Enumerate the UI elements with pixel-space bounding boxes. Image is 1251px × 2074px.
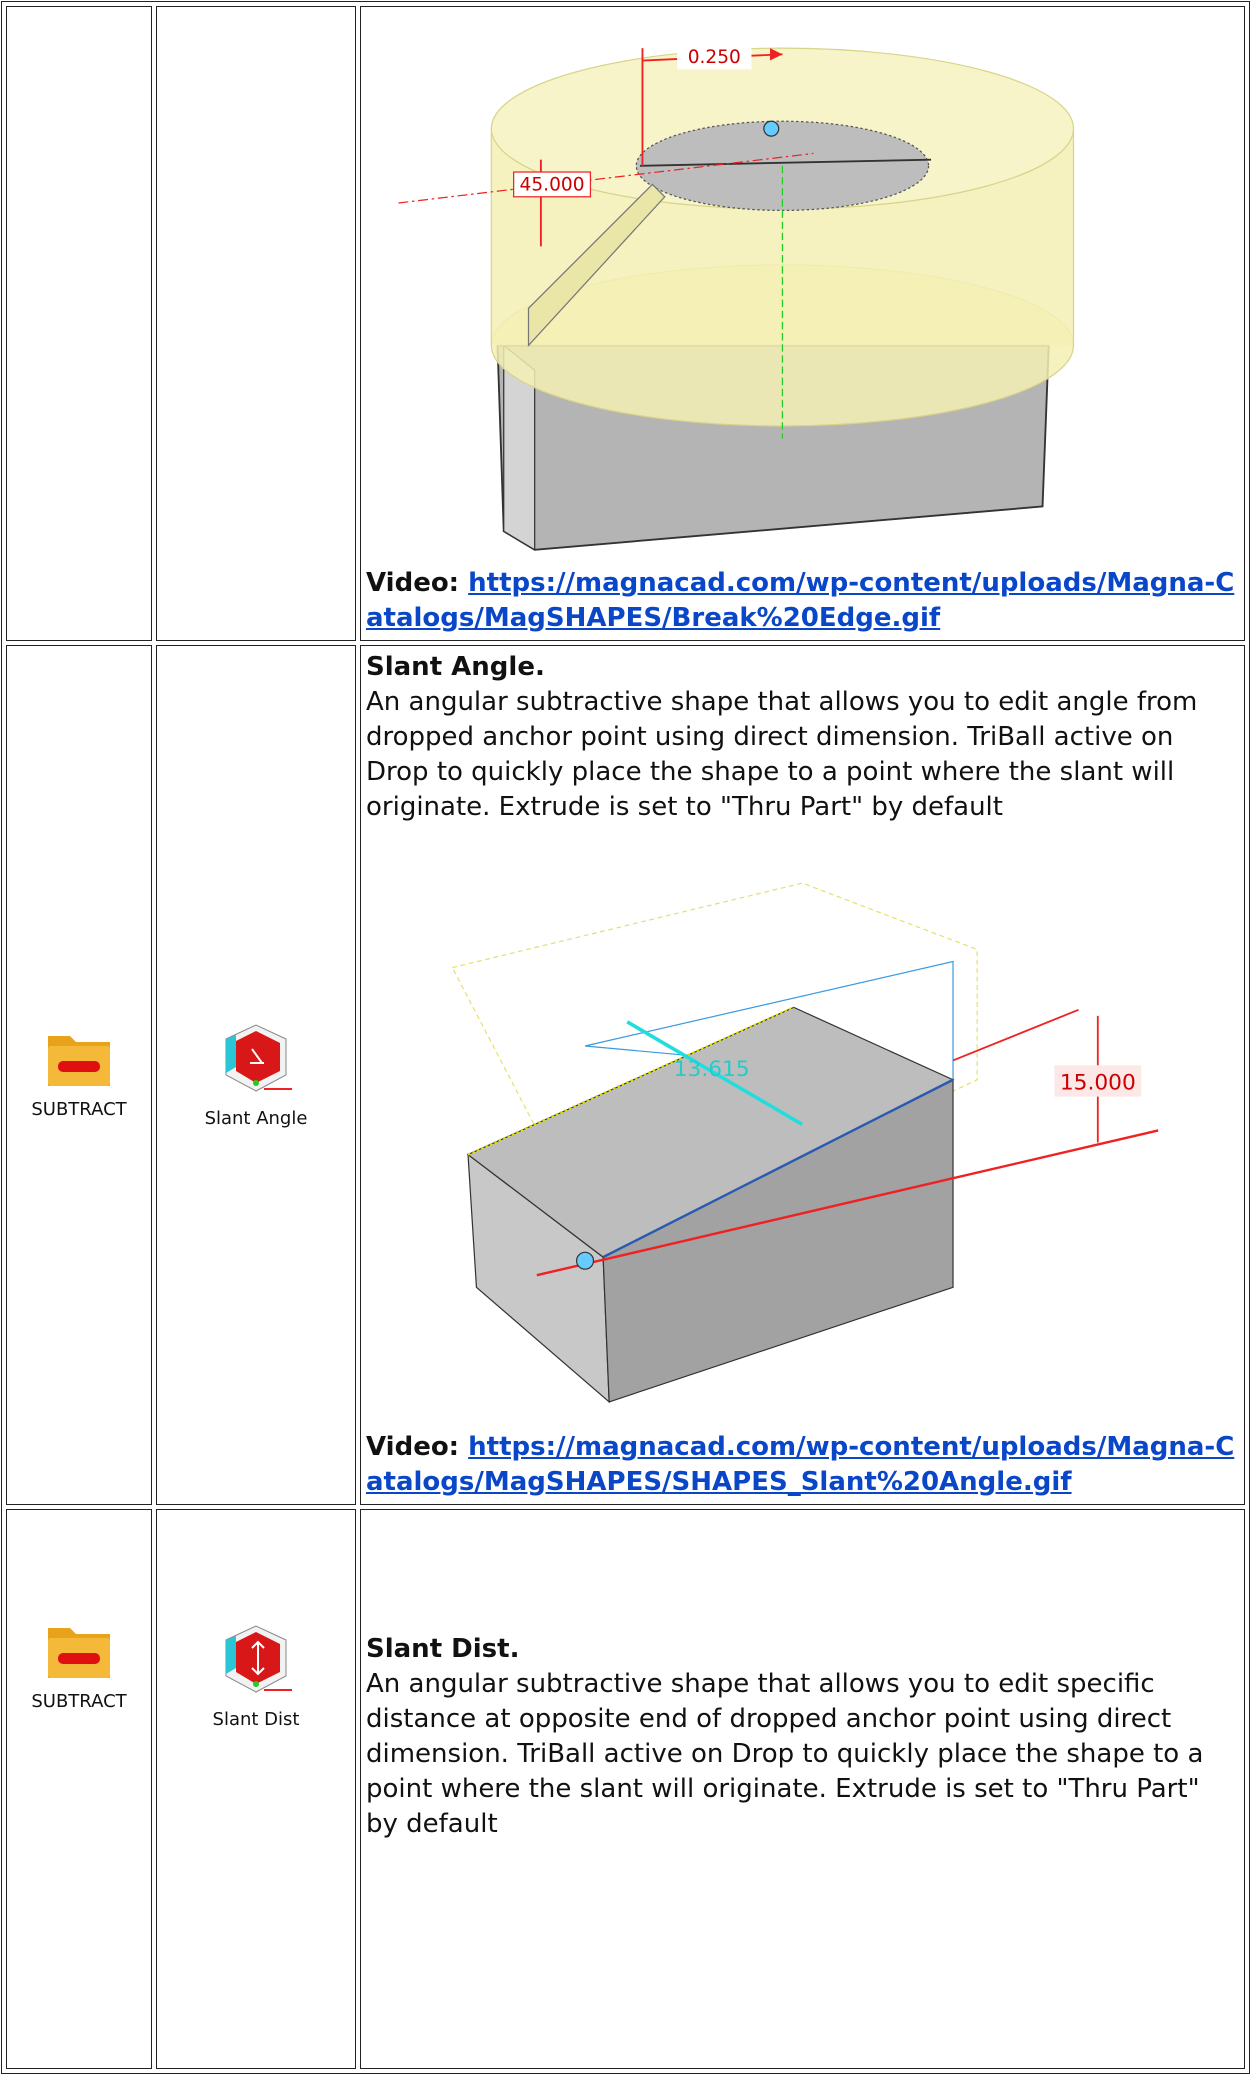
tool-cell: Slant Dist <box>156 1509 356 2069</box>
content-cell: Slant Dist. An angular subtractive shape… <box>360 1509 1245 2069</box>
dimension-label: 0.250 <box>688 47 741 68</box>
shape-title: Slant Dist. <box>366 1634 520 1664</box>
tool-cell: Slant Angle <box>156 645 356 1505</box>
category-label: SUBTRACT <box>31 1099 127 1120</box>
category-cell: SUBTRACT <box>6 1509 152 2069</box>
folder-icon <box>48 1628 110 1678</box>
shape-title: Slant Angle. <box>366 652 545 682</box>
video-label: Video: <box>366 568 460 598</box>
row: 0.250 45.000 Video: https://magnacad.com… <box>6 6 1245 641</box>
empty-cell <box>6 6 152 641</box>
dimension-label: 15.000 <box>1060 1070 1136 1095</box>
category-cell: SUBTRACT <box>6 645 152 1505</box>
tool-label: Slant Angle <box>204 1108 308 1129</box>
video-line: Video: https://magnacad.com/wp-content/u… <box>366 1430 1239 1500</box>
shape-description: An angular subtractive shape that allows… <box>366 1669 1204 1839</box>
video-link[interactable]: https://magnacad.com/wp-content/uploads/… <box>366 568 1235 633</box>
content-cell: 0.250 45.000 Video: https://magnacad.com… <box>360 6 1245 641</box>
video-line: Video: https://magnacad.com/wp-content/u… <box>366 566 1239 636</box>
dimension-label: 13.615 <box>674 1057 750 1082</box>
content-cell: Slant Angle. An angular subtractive shap… <box>360 645 1245 1505</box>
break-edge-figure: 0.250 45.000 <box>398 44 1075 551</box>
shape-description: An angular subtractive shape that allows… <box>366 687 1198 822</box>
empty-cell <box>156 6 356 641</box>
folder-icon <box>48 1036 110 1086</box>
slant-angle-icon <box>225 1024 292 1092</box>
tool-label: Slant Dist <box>212 1709 300 1730</box>
category-label: SUBTRACT <box>31 1691 127 1712</box>
row: SUBTRACT Slant Angle Slant Angle. An ang… <box>6 645 1245 1505</box>
slant-angle-figure: 15.000 13.615 <box>451 882 1159 1404</box>
slant-dist-icon <box>225 1625 292 1693</box>
row: SUBTRACT Slant Dist Slant Dist. An angul… <box>6 1509 1245 2069</box>
video-link[interactable]: https://magnacad.com/wp-content/uploads/… <box>366 1432 1235 1497</box>
video-label: Video: <box>366 1432 460 1462</box>
dimension-label: 45.000 <box>520 175 585 196</box>
